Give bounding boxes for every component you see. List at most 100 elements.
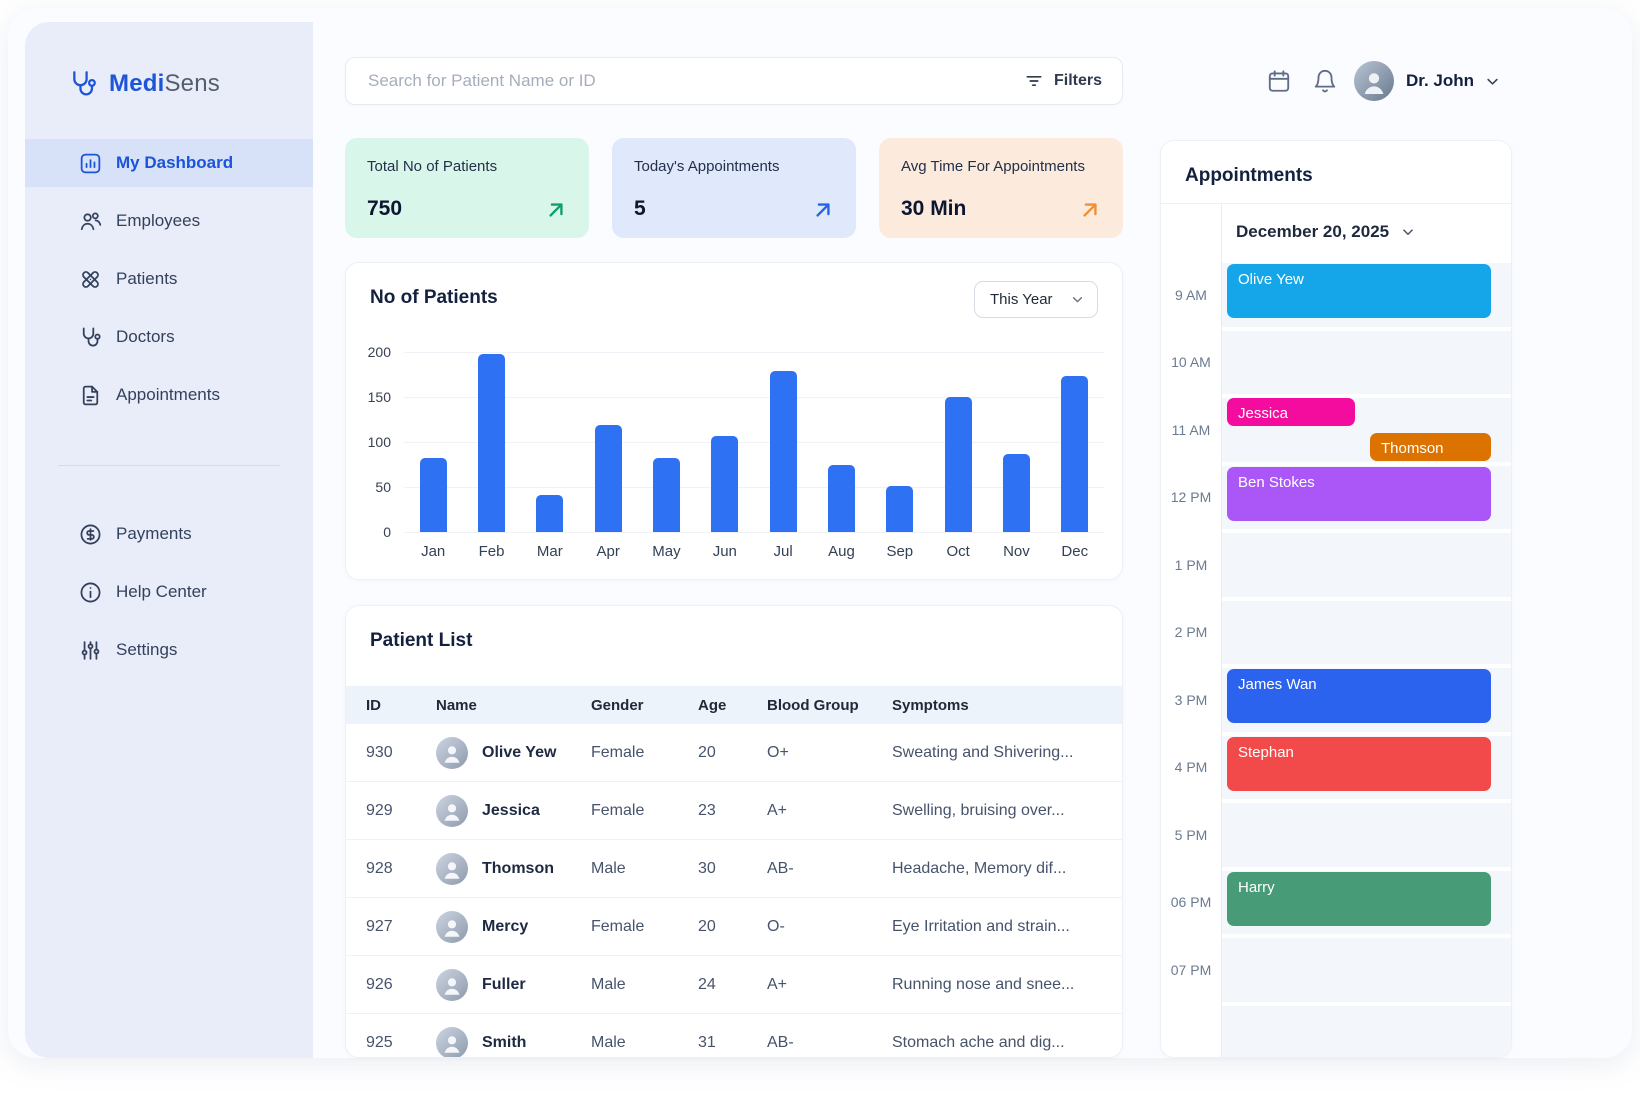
hour-slot[interactable]: Jessica Thomson — [1222, 398, 1511, 462]
cell-age: 30 — [698, 859, 716, 877]
event-stephan[interactable]: Stephan — [1227, 736, 1491, 791]
hour-slot[interactable] — [1222, 938, 1511, 1002]
bar-may[interactable] — [652, 458, 680, 532]
cell-name: Thomson — [436, 852, 591, 885]
stat-value: 5 — [634, 197, 646, 220]
arrow-up-right-icon[interactable] — [1077, 197, 1103, 223]
hour-slot[interactable]: Ben Stokes — [1222, 465, 1511, 529]
bar-nov[interactable] — [1002, 453, 1030, 532]
bar-slot — [404, 352, 462, 532]
y-axis-tick-label: 150 — [367, 389, 391, 405]
bar-sep[interactable] — [886, 486, 914, 532]
event-thomson[interactable]: Thomson — [1370, 432, 1491, 461]
calendar-icon[interactable] — [1266, 68, 1292, 94]
event-jessica[interactable]: Jessica — [1227, 398, 1355, 426]
event-harry[interactable]: Harry — [1227, 871, 1491, 926]
user-avatar[interactable] — [1354, 61, 1394, 101]
x-axis-tick-label: May — [652, 543, 681, 560]
hour-label: 1 PM — [1174, 556, 1208, 573]
bar-dec[interactable] — [1061, 376, 1089, 532]
day-schedule: 9 AM Olive Yew 10 AM 11 AM Jessica Thomson 12 … — [1161, 261, 1511, 1057]
event-james-wan[interactable]: James Wan — [1227, 669, 1491, 723]
notifications-bell-icon[interactable] — [1312, 68, 1338, 94]
settings-icon — [78, 638, 103, 663]
table-row[interactable]: 926 Fuller Male 24 A+ Running nose and snee..… — [346, 956, 1122, 1014]
bar-apr[interactable] — [594, 424, 622, 532]
bar-jun[interactable] — [711, 435, 739, 532]
y-axis-tick-label: 50 — [375, 479, 391, 495]
cell-symptoms: Headache, Memory dif... — [892, 859, 1067, 877]
sidebar-item-doctors[interactable]: Doctors — [25, 313, 313, 361]
hour-slot[interactable] — [1222, 533, 1511, 597]
sidebar-item-patients[interactable]: Patients — [25, 255, 313, 303]
sidebar-item-label: Patients — [116, 269, 178, 288]
arrow-up-right-icon[interactable] — [543, 197, 569, 223]
date-label: December 20, 2025 — [1236, 222, 1390, 241]
date-selector[interactable]: December 20, 2025 — [1221, 203, 1511, 261]
table-row[interactable]: 929 Jessica Female 23 A+ Swelling, bruising o… — [346, 782, 1122, 840]
bar-aug[interactable] — [827, 464, 855, 532]
event-olive-yew[interactable]: Olive Yew — [1227, 264, 1491, 318]
table-row[interactable]: 925 Smith Male 31 AB- Stomach ache and dig... — [346, 1014, 1122, 1057]
stat-card-total-no-of-patients: Total No of Patients 750 — [345, 138, 589, 238]
bar-oct[interactable] — [944, 397, 972, 532]
table-row[interactable]: 927 Mercy Female 20 O- Eye Irritation and str… — [346, 898, 1122, 956]
hour-slot[interactable] — [1222, 803, 1511, 867]
brand-name: MediSens — [109, 70, 220, 98]
brand-logo: MediSens — [67, 68, 220, 100]
hour-slot[interactable] — [1222, 1005, 1511, 1057]
cell-symptoms: Swelling, bruising over... — [892, 801, 1065, 819]
sidebar-item-appointments[interactable]: Appointments — [25, 371, 313, 419]
search-input[interactable] — [366, 70, 1024, 92]
event-ben-stokes[interactable]: Ben Stokes — [1227, 466, 1491, 521]
sidebar-item-my-dashboard[interactable]: My Dashboard — [25, 139, 313, 187]
person-icon — [440, 1032, 464, 1056]
patient-name: Olive Yew — [482, 743, 557, 761]
sidebar-item-settings[interactable]: Settings — [25, 626, 313, 674]
topbar-actions: Dr. John — [1266, 61, 1502, 101]
bar-mar[interactable] — [536, 495, 564, 532]
stat-label: Total No of Patients — [367, 158, 498, 175]
hour-slot[interactable] — [1222, 600, 1511, 664]
column-header-id: ID — [366, 696, 381, 714]
chart-range-select[interactable]: This Year — [974, 281, 1098, 318]
hour-slot[interactable]: Olive Yew — [1222, 263, 1511, 327]
cell-id: 930 — [366, 743, 393, 761]
table-row[interactable]: 930 Olive Yew Female 20 O+ Sweating and Shive… — [346, 724, 1122, 782]
sidebar-item-employees[interactable]: Employees — [25, 197, 313, 245]
stethoscope-logo-icon — [67, 68, 99, 100]
x-axis-tick-label: Jul — [773, 543, 793, 560]
cell-age: 24 — [698, 975, 716, 993]
cell-id: 929 — [366, 801, 393, 819]
cell-name: Olive Yew — [436, 736, 591, 769]
person-icon — [440, 742, 464, 766]
hour-slot[interactable]: Harry — [1222, 870, 1511, 934]
cell-symptoms: Running nose and snee... — [892, 975, 1075, 993]
bar-feb[interactable] — [477, 353, 505, 532]
cell-id: 925 — [366, 1033, 393, 1051]
hour-label: 06 PM — [1170, 894, 1212, 911]
appointments-icon — [78, 383, 103, 408]
appointments-title: Appointments — [1185, 165, 1313, 186]
hour-slot[interactable] — [1222, 330, 1511, 394]
cell-symptoms: Sweating and Shivering... — [892, 743, 1074, 761]
hour-slot[interactable]: James Wan — [1222, 668, 1511, 732]
sidebar: MediSens My Dashboard Employees Patients Do… — [25, 22, 313, 1058]
sidebar-footer-nav: Payments Help Center Settings — [25, 510, 313, 684]
arrow-up-right-icon[interactable] — [810, 197, 836, 223]
chevron-down-icon[interactable] — [1483, 72, 1502, 91]
hour-slot[interactable]: Stephan — [1222, 735, 1511, 799]
sidebar-item-label: Help Center — [116, 582, 207, 601]
payments-icon — [78, 522, 103, 547]
bar-slot — [696, 352, 754, 532]
sidebar-item-payments[interactable]: Payments — [25, 510, 313, 558]
bar-slot — [579, 352, 637, 532]
sidebar-item-label: My Dashboard — [116, 153, 234, 172]
bar-jul[interactable] — [769, 370, 797, 532]
dashboard-icon — [78, 151, 103, 176]
sidebar-item-help-center[interactable]: Help Center — [25, 568, 313, 616]
table-row[interactable]: 928 Thomson Male 30 AB- Headache, Memory dif.… — [346, 840, 1122, 898]
filters-button[interactable]: Filters — [1024, 71, 1102, 91]
bar-jan[interactable] — [419, 458, 447, 532]
